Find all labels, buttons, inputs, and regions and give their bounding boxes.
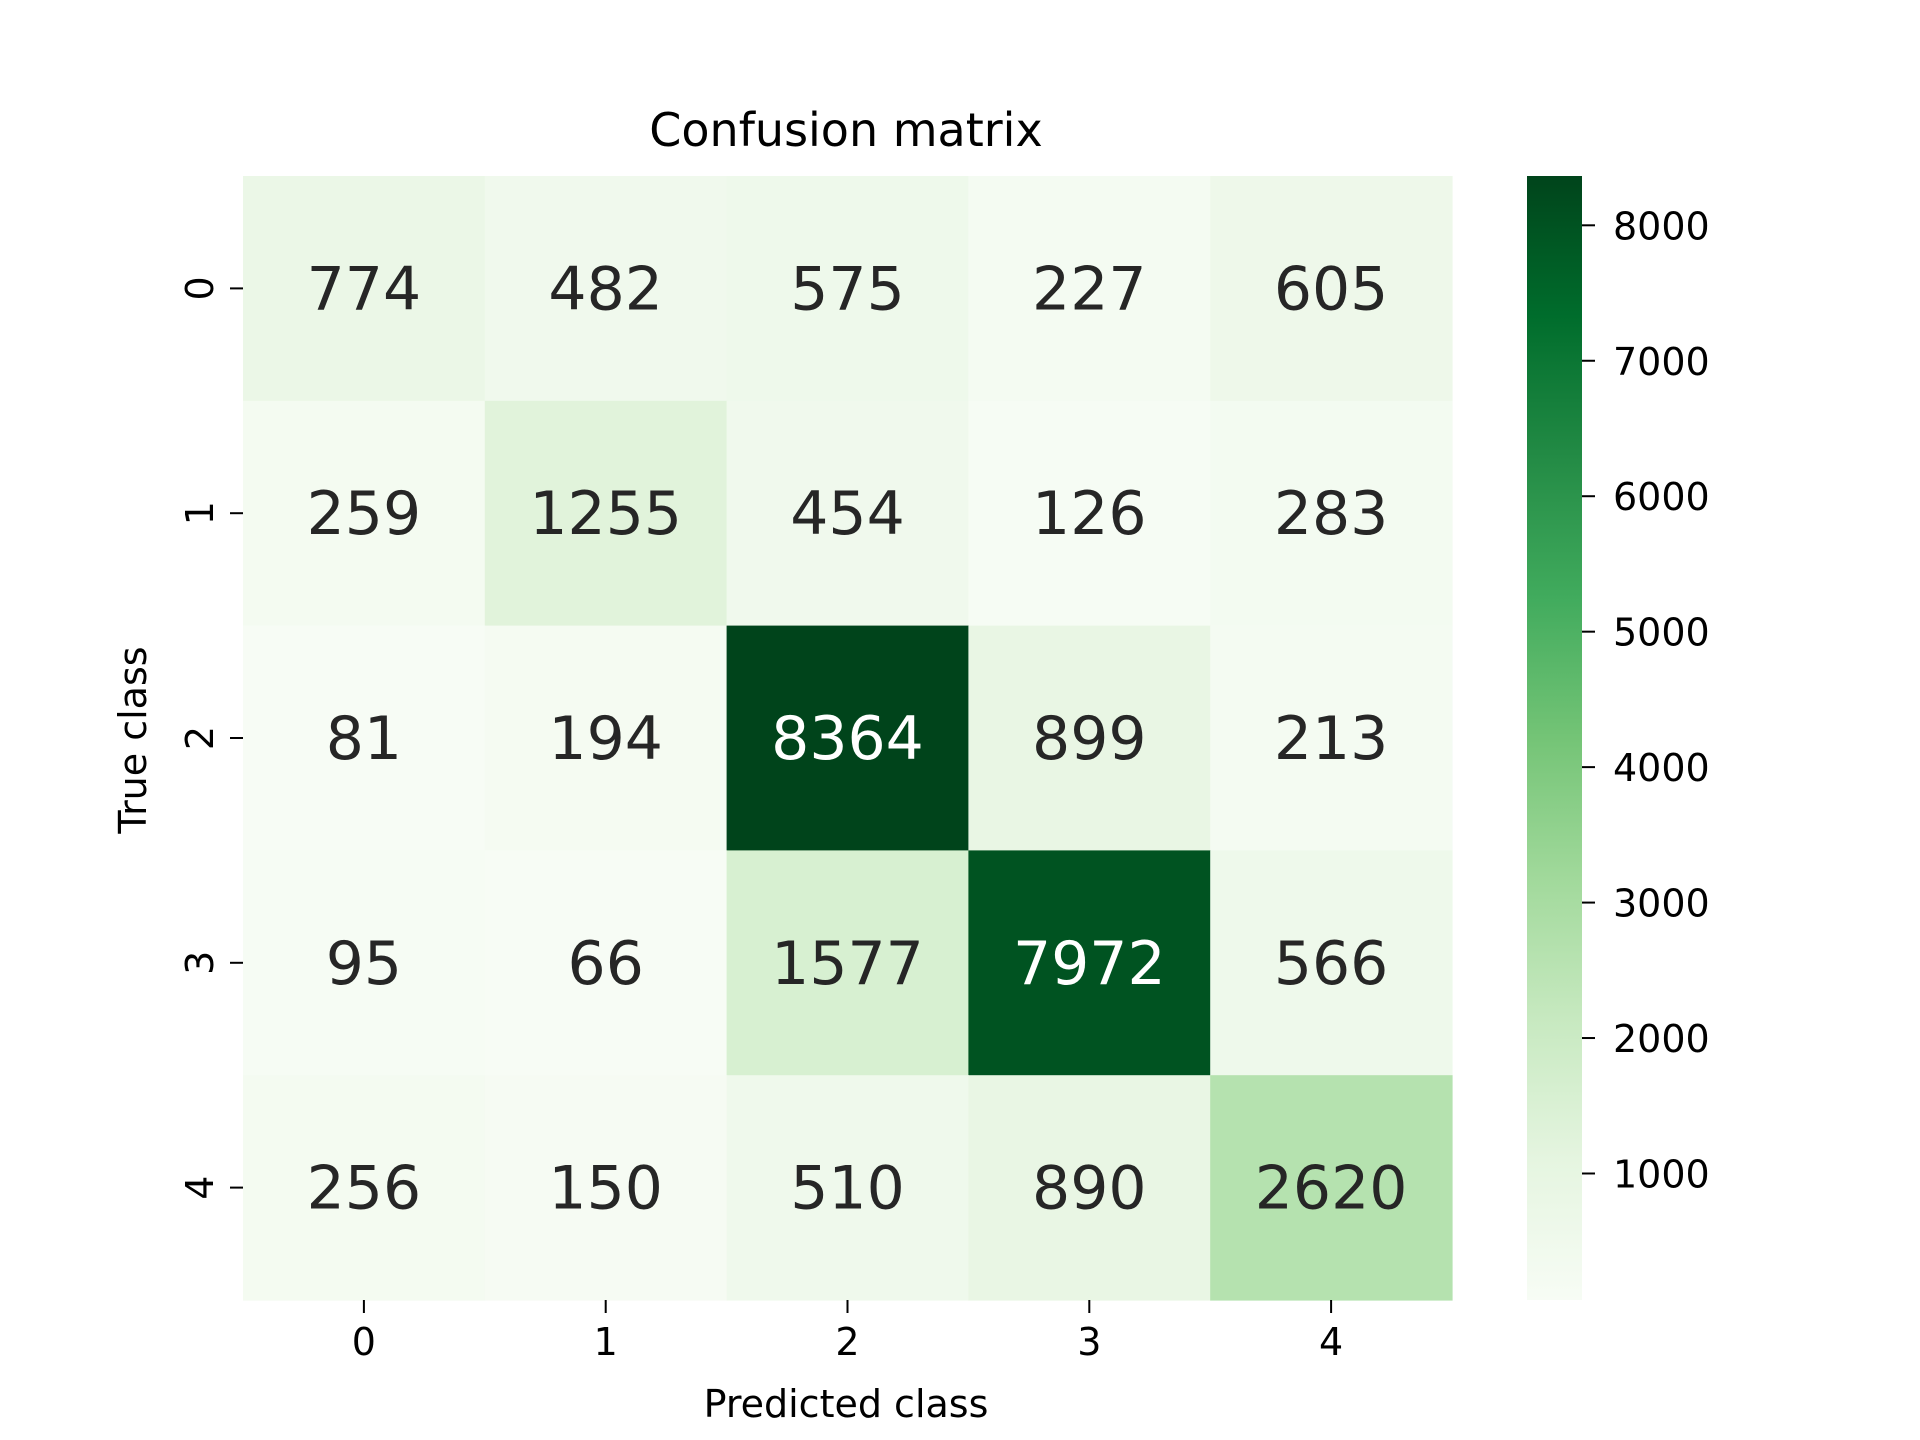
y-tick-label: 3 xyxy=(178,951,222,975)
cell-value-label: 566 xyxy=(1274,929,1389,999)
heatmap-cell xyxy=(968,176,1211,402)
x-tick-label: 4 xyxy=(1319,1320,1343,1364)
cell-value-label: 227 xyxy=(1032,254,1147,324)
x-axis: 0 1 2 3 4 xyxy=(352,1300,1343,1364)
y-tick-label: 4 xyxy=(178,1176,222,1200)
cell-value-label: 95 xyxy=(326,929,402,999)
heatmap-cell xyxy=(484,176,728,402)
heatmap-cell xyxy=(243,625,486,851)
heatmap-cell xyxy=(968,1075,1211,1301)
cell-value-label: 454 xyxy=(790,479,905,549)
cell-value-label: 283 xyxy=(1274,479,1389,549)
cell-value-label: 213 xyxy=(1274,704,1389,774)
heatmap-cell xyxy=(484,850,728,1076)
cell-value-label: 899 xyxy=(1032,704,1147,774)
cell-value-label: 66 xyxy=(568,929,644,999)
cell-value-label: 605 xyxy=(1274,254,1389,324)
colorbar xyxy=(1527,176,1582,1300)
colorbar-tick-label: 7000 xyxy=(1613,340,1710,384)
heatmap-cell xyxy=(484,625,728,851)
heatmap-cell xyxy=(726,1075,969,1301)
cell-value-label: 575 xyxy=(790,254,905,324)
y-axis-label: True class xyxy=(111,646,155,834)
cell-value-label: 8364 xyxy=(771,704,924,774)
y-tick-label: 1 xyxy=(178,501,222,525)
x-axis-label: Predicted class xyxy=(704,1382,989,1426)
heatmap-cell xyxy=(726,625,969,851)
colorbar-tick-label: 8000 xyxy=(1613,204,1710,248)
heatmap-cell xyxy=(243,850,486,1076)
cell-value-label: 890 xyxy=(1032,1154,1147,1224)
cell-value-label: 510 xyxy=(790,1154,905,1224)
cell-value-label: 1255 xyxy=(529,479,682,549)
colorbar-tick-label: 2000 xyxy=(1613,1017,1710,1061)
heatmap-cell xyxy=(484,1075,728,1301)
cell-value-label: 482 xyxy=(548,254,663,324)
cell-value-label: 256 xyxy=(307,1154,422,1224)
heatmap-cell xyxy=(1210,176,1453,402)
y-tick-label: 0 xyxy=(178,276,222,300)
heatmap-cell xyxy=(968,850,1211,1076)
heatmap-cell xyxy=(243,1075,486,1301)
colorbar-tick-label: 5000 xyxy=(1613,611,1710,655)
cell-value-label: 2620 xyxy=(1255,1154,1408,1224)
heatmap-cell xyxy=(484,400,728,627)
colorbar-tick-label: 1000 xyxy=(1613,1152,1710,1196)
heatmap-cell xyxy=(243,400,486,627)
heatmap-cell xyxy=(1210,400,1453,627)
heatmap-cell xyxy=(1210,850,1453,1076)
y-axis: 0 1 2 3 4 xyxy=(178,276,243,1200)
cell-value-label: 126 xyxy=(1032,479,1147,549)
x-tick-label: 2 xyxy=(835,1320,859,1364)
cell-value-label: 1577 xyxy=(771,929,924,999)
colorbar-tick-label: 6000 xyxy=(1613,475,1710,519)
x-tick-label: 3 xyxy=(1077,1320,1101,1364)
cell-value-label: 774 xyxy=(307,254,422,324)
y-tick-label: 2 xyxy=(178,726,222,750)
heatmap-cell-labels: 774 482 575 227 605 259 1255 454 126 283 81 194 8364… xyxy=(307,254,1408,1223)
colorbar-ticks: 1000 2000 3000 4000 5000 6000 7000 8000 xyxy=(1582,204,1710,1196)
heatmap-cell xyxy=(726,176,969,402)
heatmap-cell xyxy=(726,400,969,627)
colorbar-tick-label: 4000 xyxy=(1613,746,1710,790)
chart-title: Confusion matrix xyxy=(649,103,1042,157)
heatmap-cell xyxy=(968,400,1211,627)
heatmap-cell xyxy=(968,625,1211,851)
cell-value-label: 194 xyxy=(548,704,663,774)
heatmap-cells xyxy=(243,176,1453,1301)
cell-value-label: 81 xyxy=(326,704,402,774)
heatmap-cell xyxy=(726,850,969,1076)
heatmap-cell xyxy=(243,176,486,402)
cell-value-label: 150 xyxy=(548,1154,663,1224)
cell-value-label: 259 xyxy=(307,479,422,549)
colorbar-tick-label: 3000 xyxy=(1613,882,1710,926)
cell-value-label: 7972 xyxy=(1013,929,1166,999)
x-tick-label: 1 xyxy=(594,1320,618,1364)
heatmap-cell xyxy=(1210,625,1453,851)
heatmap-cell xyxy=(1210,1075,1453,1301)
x-tick-label: 0 xyxy=(352,1320,376,1364)
